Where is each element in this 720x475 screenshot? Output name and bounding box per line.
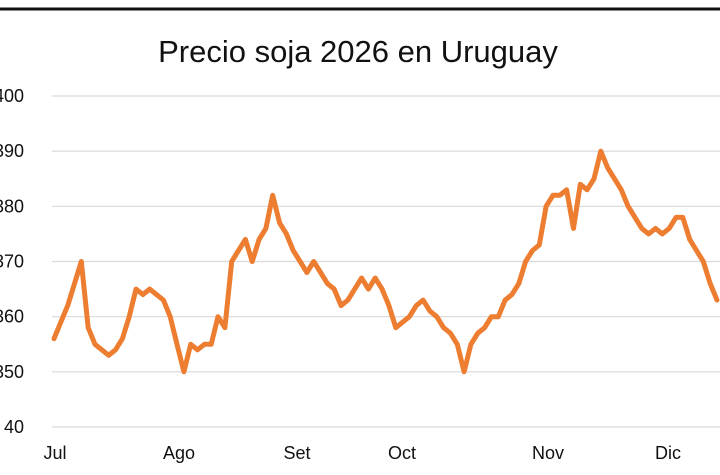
y-axis-labels: 40 350 360 370 380 390 400 (0, 86, 24, 437)
series-line-soja-price (51, 148, 720, 375)
y-tick-label-340: 40 (4, 417, 24, 437)
grid-lines (52, 95, 720, 428)
chart-title: Precio soja 2026 en Uruguay (158, 34, 558, 69)
y-tick-label-400: 400 (0, 86, 24, 106)
y-tick-label-380: 380 (0, 196, 24, 216)
x-tick-label-ago: Ago (163, 443, 195, 463)
y-tick-label-370: 370 (0, 252, 24, 272)
y-tick-label-360: 360 (0, 307, 24, 327)
y-tick-label-350: 350 (0, 362, 24, 382)
x-tick-label-oct: Oct (388, 443, 416, 463)
y-tick-label-390: 390 (0, 141, 24, 161)
x-tick-label-dic: Dic (655, 443, 681, 463)
x-tick-label-set: Set (283, 443, 310, 463)
x-axis-labels: Jul Ago Set Oct Nov Dic (43, 443, 681, 463)
x-tick-label-nov: Nov (532, 443, 564, 463)
x-tick-label-jul: Jul (43, 443, 66, 463)
